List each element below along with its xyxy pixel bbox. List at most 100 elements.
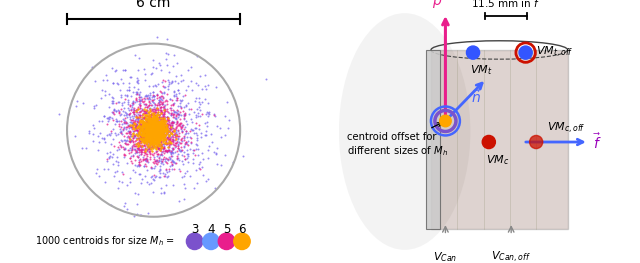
Point bbox=[150, 129, 161, 133]
Point bbox=[140, 146, 150, 151]
Point bbox=[122, 102, 132, 106]
Point bbox=[147, 119, 157, 123]
Point bbox=[150, 175, 160, 179]
Point bbox=[148, 118, 159, 123]
Point bbox=[148, 122, 158, 126]
Point bbox=[155, 102, 165, 106]
Point bbox=[147, 134, 157, 138]
Point bbox=[166, 125, 176, 129]
Point bbox=[137, 97, 147, 101]
Point bbox=[157, 160, 167, 164]
Point bbox=[129, 114, 139, 118]
Point bbox=[148, 128, 158, 132]
Point bbox=[139, 127, 149, 131]
Point bbox=[148, 125, 158, 129]
Point bbox=[143, 126, 154, 130]
Point bbox=[140, 113, 150, 117]
Point bbox=[149, 136, 159, 140]
Point bbox=[150, 125, 161, 129]
Point bbox=[148, 128, 158, 132]
Point bbox=[140, 111, 150, 115]
Point bbox=[141, 139, 152, 143]
Point bbox=[171, 133, 181, 137]
Point bbox=[171, 137, 181, 141]
Point bbox=[179, 114, 189, 118]
Point bbox=[148, 109, 158, 113]
Point bbox=[143, 144, 153, 148]
Point bbox=[144, 139, 154, 143]
Point bbox=[104, 92, 115, 97]
Point bbox=[133, 132, 143, 136]
Point bbox=[157, 110, 168, 114]
Point bbox=[154, 128, 164, 132]
Point bbox=[116, 77, 126, 81]
Point bbox=[149, 105, 159, 109]
Point bbox=[173, 131, 184, 135]
Point bbox=[149, 132, 159, 136]
Point bbox=[141, 116, 151, 120]
Point bbox=[125, 75, 135, 79]
Point bbox=[157, 126, 167, 130]
Point bbox=[146, 128, 156, 132]
Point bbox=[101, 73, 111, 77]
Point bbox=[140, 146, 150, 150]
Point bbox=[158, 126, 168, 130]
Point bbox=[104, 132, 115, 136]
Point bbox=[124, 112, 134, 116]
Point bbox=[161, 168, 171, 173]
Point bbox=[175, 104, 186, 108]
Point bbox=[123, 134, 133, 138]
Point bbox=[125, 156, 135, 160]
Text: 5: 5 bbox=[223, 223, 230, 236]
Point bbox=[89, 106, 99, 110]
Point bbox=[140, 117, 150, 121]
Point bbox=[159, 138, 169, 143]
Point bbox=[152, 139, 163, 144]
Point bbox=[141, 136, 151, 140]
Point bbox=[156, 131, 166, 135]
Point bbox=[145, 109, 155, 113]
Point bbox=[150, 125, 161, 129]
Point bbox=[156, 124, 166, 128]
Point bbox=[129, 142, 139, 146]
Point bbox=[150, 116, 161, 120]
Point bbox=[152, 132, 162, 136]
Point bbox=[149, 115, 159, 119]
Point bbox=[132, 191, 143, 196]
Point bbox=[143, 132, 153, 136]
Point bbox=[122, 183, 132, 187]
Point bbox=[151, 124, 161, 128]
Point bbox=[132, 141, 142, 145]
Point bbox=[102, 133, 112, 137]
Point bbox=[138, 139, 148, 143]
Point bbox=[138, 129, 148, 133]
Point bbox=[141, 158, 152, 163]
Point bbox=[133, 143, 143, 147]
Point bbox=[155, 120, 165, 124]
Point bbox=[136, 125, 146, 129]
Point bbox=[143, 125, 153, 130]
Point bbox=[143, 130, 154, 134]
Point bbox=[143, 139, 154, 144]
Point bbox=[122, 141, 132, 146]
Point bbox=[141, 128, 151, 132]
Point bbox=[201, 87, 211, 92]
Point bbox=[141, 127, 151, 131]
Point bbox=[148, 120, 159, 125]
Point bbox=[150, 128, 160, 132]
Point bbox=[137, 144, 147, 148]
Point bbox=[154, 98, 164, 102]
Point bbox=[173, 112, 184, 117]
Point bbox=[124, 100, 134, 104]
Point bbox=[129, 126, 139, 130]
Point bbox=[142, 108, 152, 112]
Point bbox=[198, 173, 208, 177]
Point bbox=[133, 140, 143, 144]
Point bbox=[152, 127, 162, 132]
Point bbox=[137, 133, 147, 137]
Point bbox=[147, 125, 157, 129]
Point bbox=[154, 141, 164, 146]
Point bbox=[144, 134, 154, 138]
Point bbox=[159, 151, 170, 155]
Point bbox=[152, 117, 163, 121]
